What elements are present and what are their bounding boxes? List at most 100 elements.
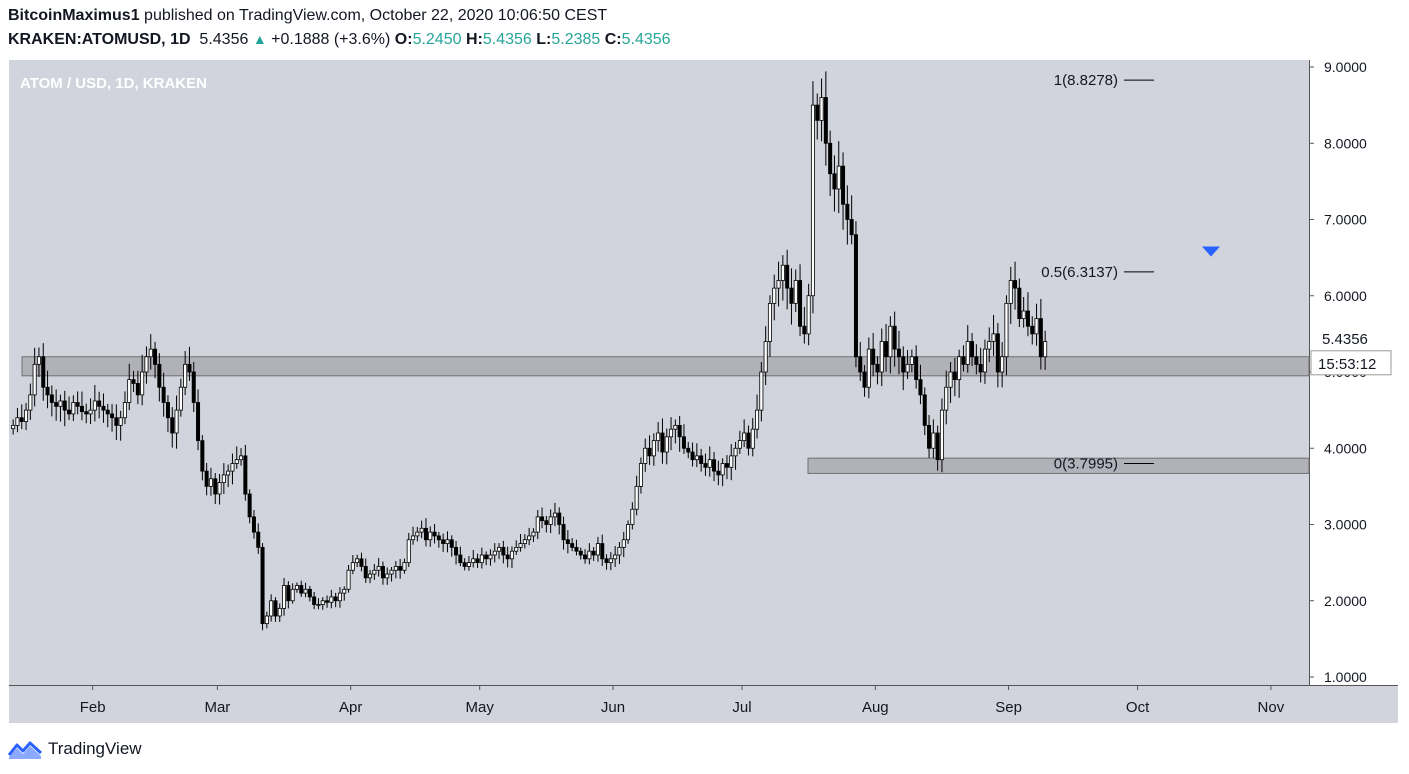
candle	[1013, 261, 1018, 310]
candle-body	[686, 447, 691, 453]
candle-body	[720, 463, 725, 476]
candle-body	[939, 409, 944, 461]
candle	[772, 274, 777, 321]
open-label: O:	[394, 31, 413, 48]
candle	[548, 509, 553, 534]
candle	[247, 489, 252, 524]
tradingview-logo[interactable]: TradingView	[8, 738, 142, 760]
candle-body	[84, 411, 89, 415]
candle	[153, 341, 158, 379]
candle	[531, 528, 536, 542]
candle	[570, 538, 575, 552]
candle-body	[402, 562, 407, 571]
candle	[462, 558, 467, 571]
candle	[346, 564, 351, 593]
candle-body	[337, 592, 342, 602]
candle	[823, 71, 828, 166]
candle-body	[419, 527, 424, 533]
author-name[interactable]: BitcoinMaximus1	[8, 7, 140, 24]
candle	[19, 404, 24, 430]
candle-body	[608, 558, 613, 564]
candle-body	[755, 409, 760, 430]
candle	[789, 268, 794, 325]
candle-body	[415, 531, 420, 537]
candle-body	[127, 379, 132, 403]
candle-body	[634, 485, 639, 510]
candle-body	[823, 97, 828, 144]
candle	[604, 554, 609, 570]
candle-body	[737, 440, 742, 449]
candle	[862, 365, 867, 397]
high-value: 5.4356	[482, 31, 532, 48]
candle-body	[819, 97, 824, 121]
candle	[15, 408, 20, 433]
y-tick-label: 6.0000	[1324, 288, 1367, 304]
candle-body	[101, 405, 106, 411]
candle-body	[841, 165, 846, 205]
candle-body	[454, 546, 459, 556]
candle-body	[333, 596, 338, 602]
candle-body	[527, 535, 532, 541]
candle	[411, 526, 416, 545]
symbol-label: KRAKEN:ATOMUSD, 1D	[8, 31, 191, 48]
candle-body	[531, 531, 536, 537]
candle	[948, 362, 953, 403]
candle	[673, 419, 678, 444]
candle	[342, 586, 347, 601]
candle-body	[355, 558, 360, 564]
candle-body	[320, 600, 325, 605]
candle-body	[604, 558, 609, 564]
candle	[187, 346, 192, 381]
price-label-box	[1311, 327, 1387, 350]
candle-body	[350, 562, 355, 571]
candle-body	[909, 356, 914, 365]
low-label: L:	[536, 31, 552, 48]
candle	[432, 523, 437, 544]
close-value: 5.4356	[621, 31, 671, 48]
candle-body	[380, 566, 385, 579]
candle	[1030, 316, 1035, 345]
candle	[884, 323, 889, 372]
candle-body	[518, 543, 523, 548]
publish-info: BitcoinMaximus1 published on TradingView…	[8, 7, 607, 25]
candle	[402, 558, 407, 574]
candle-body	[540, 516, 545, 522]
candle-body	[772, 287, 777, 304]
candle	[290, 583, 295, 604]
candle	[815, 93, 820, 140]
candle	[320, 597, 325, 610]
candle-body	[389, 569, 394, 575]
candle-body	[918, 379, 923, 396]
candle	[509, 546, 514, 569]
candle-body	[161, 386, 166, 403]
candle-body	[36, 356, 41, 365]
candle-body	[690, 451, 695, 461]
last-price: 5.4356	[199, 31, 249, 48]
candle-body	[114, 417, 119, 426]
candle-body	[282, 585, 287, 609]
candle	[626, 520, 631, 544]
support-zone	[21, 356, 1310, 377]
candle	[178, 378, 183, 417]
candle	[965, 325, 970, 373]
candle-body	[716, 470, 721, 476]
candle	[608, 552, 613, 571]
candle	[1025, 292, 1030, 337]
candle	[918, 364, 923, 405]
candle-body	[484, 554, 489, 560]
candle	[729, 444, 734, 481]
candle	[372, 563, 377, 580]
candle-body	[196, 402, 201, 442]
candle-body	[1038, 318, 1043, 358]
candle-body	[75, 402, 80, 407]
candle-body	[643, 447, 648, 464]
candle-body	[286, 585, 291, 602]
candle	[380, 561, 385, 585]
candle	[196, 389, 201, 451]
candle-body	[432, 531, 437, 537]
candle	[755, 394, 760, 439]
candle-body	[991, 333, 996, 342]
candle	[961, 345, 966, 372]
candle	[458, 546, 463, 567]
